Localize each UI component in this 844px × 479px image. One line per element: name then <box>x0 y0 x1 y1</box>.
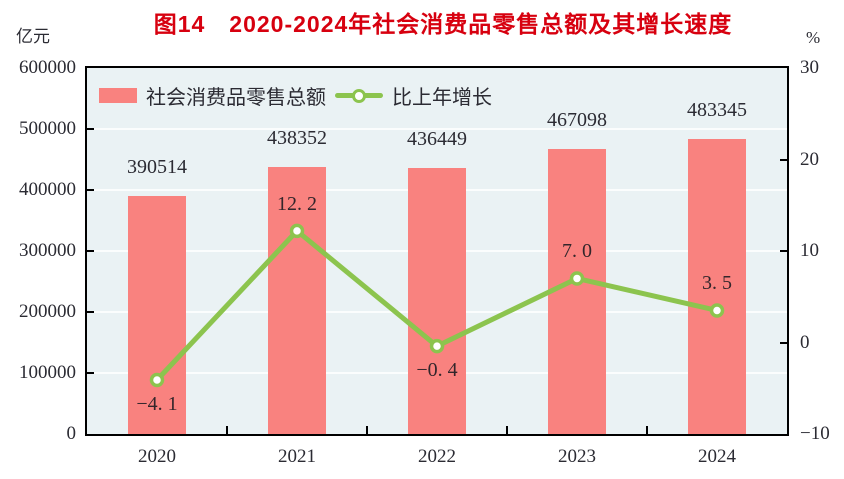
bar-value-label: 467098 <box>547 109 607 132</box>
legend-line-label: 比上年增长 <box>392 87 492 109</box>
bar-2020 <box>128 195 186 434</box>
legend-line-marker-icon <box>335 88 383 104</box>
right-axis-unit: % <box>806 28 821 47</box>
y-left-tick-label: 100000 <box>19 362 76 383</box>
y-left-tick-label: 200000 <box>19 301 76 322</box>
growth-value-label: −4. 1 <box>136 393 178 415</box>
growth-value-label: −0. 4 <box>416 359 458 382</box>
bar-2023 <box>548 149 606 434</box>
legend-bar-swatch-icon <box>99 88 137 103</box>
x-tick-label: 2024 <box>698 446 736 467</box>
left-axis-tick <box>87 128 94 130</box>
y-left-tick-label: 400000 <box>19 179 76 200</box>
line-marker-icon <box>709 303 725 318</box>
grid-line <box>87 128 787 130</box>
growth-value-label: 3. 5 <box>702 272 732 295</box>
plot-area: 社会消费品零售总额 比上年增长 390514 438352 436449 467098… <box>85 66 789 436</box>
x-axis-tick <box>226 426 228 434</box>
bar-value-label: 483345 <box>687 99 747 122</box>
left-axis-tick <box>87 311 94 313</box>
y-left-tick-label: 0 <box>66 423 77 444</box>
y-right-tick-label: 20 <box>800 148 819 170</box>
chart-title: 图14 2020-2024年社会消费品零售总额及其增长速度 <box>153 11 733 37</box>
bar-value-label: 438352 <box>267 126 327 149</box>
x-tick-label: 2022 <box>418 446 456 467</box>
line-marker-icon <box>569 271 585 286</box>
line-marker-icon <box>429 338 445 354</box>
legend: 社会消费品零售总额 比上年增长 <box>99 81 492 110</box>
x-tick-label: 2021 <box>278 446 316 467</box>
y-right-tick-label: 30 <box>800 57 819 78</box>
right-axis-tick <box>780 341 787 344</box>
x-axis-tick <box>366 426 368 434</box>
bar-2024 <box>688 139 746 434</box>
y-right-tick-label: 10 <box>800 240 819 261</box>
x-tick-label: 2023 <box>558 446 596 467</box>
y-left-tick-label: 500000 <box>19 118 76 139</box>
right-axis-tick <box>780 250 787 252</box>
growth-value-label: 12. 2 <box>277 192 317 215</box>
bar-2021 <box>268 166 326 434</box>
growth-value-label: 7. 0 <box>562 240 592 263</box>
y-right-tick-label: 0 <box>800 331 810 353</box>
line-marker-icon <box>289 223 305 239</box>
x-axis-tick <box>646 426 648 434</box>
y-left-tick-label: 600000 <box>19 57 76 78</box>
left-axis-tick <box>87 372 94 374</box>
x-axis-tick <box>506 426 508 434</box>
left-axis-tick <box>87 189 94 191</box>
growth-line <box>149 223 725 388</box>
bar-value-label: 436449 <box>407 127 467 150</box>
left-axis-unit: 亿元 <box>16 27 50 46</box>
x-tick-label: 2020 <box>138 446 176 467</box>
bar-2022 <box>408 167 466 434</box>
y-left-tick-label: 300000 <box>19 240 76 261</box>
bar-value-label: 390514 <box>127 155 187 178</box>
line-marker-icon <box>149 372 165 388</box>
legend-bar-label: 社会消费品零售总额 <box>146 87 326 109</box>
y-right-tick-label: −10 <box>800 423 830 444</box>
left-axis-tick <box>87 250 94 252</box>
right-axis-tick <box>780 158 787 161</box>
